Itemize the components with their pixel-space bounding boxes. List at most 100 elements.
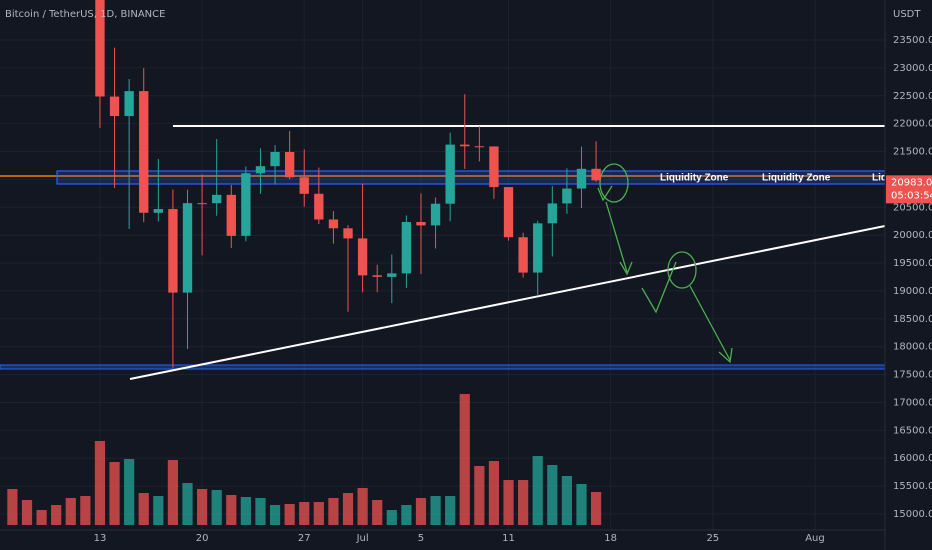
candle-body <box>372 275 382 277</box>
candle-body <box>314 193 324 220</box>
candle-body <box>547 203 557 224</box>
y-tick-label: 23500.00 <box>893 35 932 46</box>
candle-body <box>401 222 412 274</box>
volume-bar <box>561 476 573 525</box>
volume-bar <box>138 493 149 525</box>
candle-body <box>430 203 441 226</box>
y-tick-label: 18000.00 <box>893 342 932 353</box>
y-tick-label: 15500.00 <box>893 481 932 492</box>
volume-bar <box>240 497 251 525</box>
x-tick-label: Jul <box>356 533 369 544</box>
y-tick-label: 20500.00 <box>893 202 932 213</box>
x-tick-label: 5 <box>418 533 424 544</box>
x-tick-label: Aug <box>805 533 825 544</box>
candle-body <box>182 203 193 293</box>
axis-unit: USDT <box>893 9 921 20</box>
candle-body <box>591 168 601 181</box>
volume-bar <box>80 496 91 525</box>
volume-bar <box>211 490 222 525</box>
green-drawings <box>597 163 733 364</box>
volume-bar <box>445 496 456 525</box>
candle-body <box>474 146 485 148</box>
candle-body <box>299 177 309 194</box>
countdown-label: 05:03:54 <box>891 190 932 201</box>
liquidity-zone <box>56 170 885 185</box>
y-tick-label: 19500.00 <box>893 258 932 269</box>
volume-bar <box>269 505 281 525</box>
volume-bar <box>21 500 33 525</box>
candles <box>95 0 601 368</box>
candle-body <box>357 238 368 276</box>
y-tick-label: 17000.00 <box>893 397 932 408</box>
volume-bar <box>474 466 485 525</box>
y-tick-label: 17500.00 <box>893 370 932 381</box>
y-tick-label: 20000.00 <box>893 230 932 241</box>
candle-body <box>241 173 251 236</box>
candle-body <box>576 168 587 189</box>
y-tick-label: 18500.00 <box>893 314 932 325</box>
volume-bar <box>415 498 427 525</box>
candle-body <box>109 96 120 117</box>
volume-bar <box>36 510 47 525</box>
candle-body <box>562 188 572 204</box>
candle-body <box>533 223 543 273</box>
y-tick-label: 15000.00 <box>893 509 932 520</box>
candle-body <box>460 144 470 147</box>
last-price-label: 20983.01 <box>891 177 932 188</box>
volume-bar <box>430 496 441 525</box>
x-tick-label: 18 <box>604 533 617 544</box>
arrow-head <box>619 261 633 276</box>
candle-body <box>270 151 280 167</box>
candle-body <box>328 219 339 229</box>
arrow <box>689 285 731 361</box>
annotations: Liquidity Zone Liquidity Zone Liqu <box>660 173 893 184</box>
y-tick-label: 16500.00 <box>893 425 932 436</box>
volume-bar <box>459 394 470 525</box>
volume-bar <box>299 502 310 525</box>
volume-bar <box>328 498 339 525</box>
annotation: Liqu <box>872 173 893 184</box>
candle-body <box>124 91 134 117</box>
candle-body <box>226 194 236 236</box>
volume-pane <box>7 394 602 525</box>
last-price-box <box>886 175 932 204</box>
volume-bar <box>313 502 324 525</box>
candle-body <box>168 209 178 293</box>
volume-bar <box>357 488 368 525</box>
volume-bar <box>182 483 193 525</box>
candle-body <box>343 228 353 239</box>
volume-bar <box>576 484 587 525</box>
y-tick-label: 21500.00 <box>893 147 932 158</box>
circle <box>667 251 697 289</box>
annotation: Liquidity Zone <box>660 173 729 184</box>
arrow <box>605 201 628 273</box>
x-tick-label: 25 <box>706 533 719 544</box>
volume-bar <box>109 462 120 525</box>
volume-bar <box>7 489 18 525</box>
candle-body <box>416 222 426 226</box>
trend-line <box>129 225 885 380</box>
y-tick-label: 22500.00 <box>893 91 932 102</box>
volume-bar <box>532 456 543 525</box>
check-mark <box>597 185 613 202</box>
volume-bar <box>167 460 179 525</box>
support-zone <box>0 364 885 370</box>
circle <box>599 163 629 203</box>
x-tick-label: 20 <box>196 533 209 544</box>
volume-bar <box>284 504 295 525</box>
volume-bar <box>342 493 354 525</box>
volume-bar <box>590 492 602 525</box>
candle-body <box>387 273 397 277</box>
candle-body <box>518 237 528 273</box>
volume-bar <box>518 480 529 525</box>
arrow-head <box>718 347 733 364</box>
candle-body <box>95 0 105 97</box>
volume-bar <box>124 459 135 525</box>
drawings <box>0 125 885 380</box>
candle-body <box>255 166 266 174</box>
y-tick-label: 19000.00 <box>893 286 932 297</box>
y-tick-label: 22000.00 <box>893 119 932 130</box>
volume-bar <box>196 489 208 525</box>
volume-bar <box>65 498 76 525</box>
